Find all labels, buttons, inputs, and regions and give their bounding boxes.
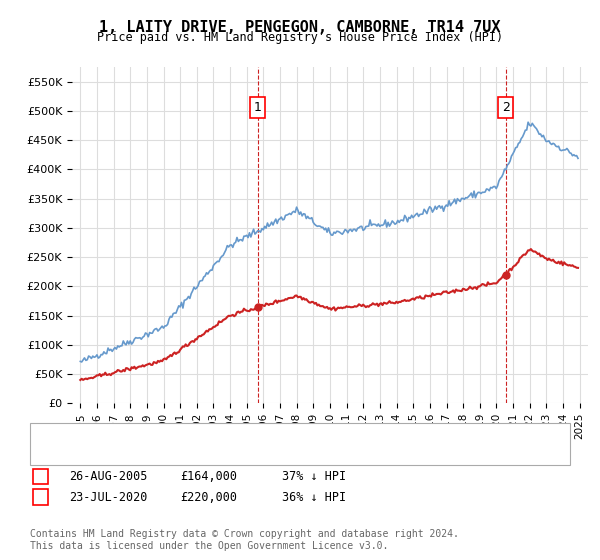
Text: 37% ↓ HPI: 37% ↓ HPI (282, 470, 346, 483)
Text: HPI: Average price, detached house, Cornwall: HPI: Average price, detached house, Corn… (87, 439, 384, 449)
Text: ────: ──── (51, 437, 81, 451)
Text: 1, LAITY DRIVE, PENGEGON, CAMBORNE, TR14 7UX (detached house): 1, LAITY DRIVE, PENGEGON, CAMBORNE, TR14… (87, 427, 499, 437)
Text: £220,000: £220,000 (180, 491, 237, 504)
Text: 23-JUL-2020: 23-JUL-2020 (69, 491, 148, 504)
Text: ────: ──── (51, 426, 81, 439)
Text: 2: 2 (502, 101, 509, 114)
Text: £164,000: £164,000 (180, 470, 237, 483)
Text: 26-AUG-2005: 26-AUG-2005 (69, 470, 148, 483)
Text: 36% ↓ HPI: 36% ↓ HPI (282, 491, 346, 504)
Text: 1, LAITY DRIVE, PENGEGON, CAMBORNE, TR14 7UX: 1, LAITY DRIVE, PENGEGON, CAMBORNE, TR14… (99, 20, 501, 35)
Text: Price paid vs. HM Land Registry's House Price Index (HPI): Price paid vs. HM Land Registry's House … (97, 31, 503, 44)
Text: 1: 1 (37, 470, 44, 483)
Text: 1: 1 (254, 101, 262, 114)
Text: 2: 2 (37, 491, 44, 504)
Text: Contains HM Land Registry data © Crown copyright and database right 2024.
This d: Contains HM Land Registry data © Crown c… (30, 529, 459, 551)
